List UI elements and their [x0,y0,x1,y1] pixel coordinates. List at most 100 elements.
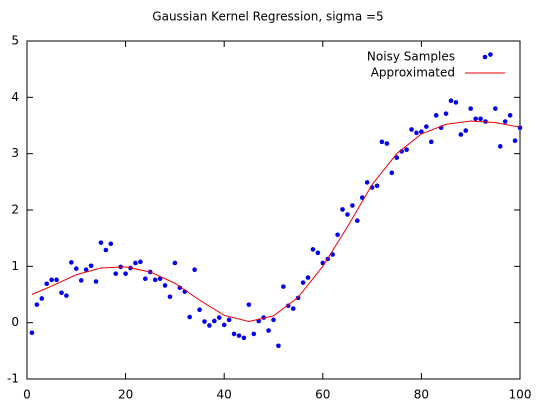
y-tick-label: 4 [11,90,19,104]
sample-point [340,207,345,212]
sample-point [507,113,513,118]
sample-point [473,116,478,122]
sample-point [187,314,192,320]
y-tick-label: 5 [11,34,19,48]
sample-point [241,335,247,341]
sample-point [197,307,202,313]
sample-point [409,127,414,132]
sample-point [266,328,271,333]
sample-point [394,155,400,160]
sample-point [123,271,128,276]
sample-point [285,303,291,309]
sample-point [305,275,311,280]
sample-point [192,267,197,273]
sample-point [350,203,355,208]
y-tick-label: -1 [7,372,19,386]
sample-point [83,267,89,273]
x-tick-label: 20 [118,388,133,402]
sample-point [414,130,419,136]
sample-point [355,218,360,224]
sample-point [103,247,109,253]
sample-point [74,266,79,271]
sample-point [54,277,59,283]
x-tick-label: 40 [217,388,232,402]
sample-point [251,331,257,337]
sample-point [98,240,104,245]
sample-point [69,260,74,265]
sample-point [143,276,148,282]
sample-point [458,132,464,137]
sample-point [424,124,429,129]
sample-point [39,296,45,301]
x-tick-label: 60 [315,388,330,402]
sample-point [497,144,503,149]
sample-point [276,343,281,349]
sample-point [49,277,54,283]
sample-point [374,183,380,189]
sample-point [428,139,434,145]
legend-label: Approximated [371,66,455,80]
sample-point [478,116,483,122]
sample-point [34,302,40,307]
legend-marker [482,54,488,60]
plot-border [26,40,521,380]
sample-point [246,302,252,307]
sample-point [64,293,69,298]
sample-point [384,141,390,146]
sample-point [236,333,242,338]
sample-point [113,271,119,276]
sample-point [419,129,424,134]
sample-point [488,52,493,57]
sample-point [167,294,173,300]
sample-point [207,323,212,328]
y-tick-label: 1 [11,259,19,273]
sample-point [310,247,316,252]
sample-point [315,250,321,256]
sample-point [379,139,385,145]
sample-point [448,98,454,104]
chart-title: Gaussian Kernel Regression, sigma =5 [152,10,383,24]
sample-point [177,285,183,291]
sample-point [281,284,286,289]
sample-point [335,232,340,238]
sample-point [78,278,84,283]
sample-point [226,317,232,323]
sample-point [300,280,306,285]
sample-point [216,315,222,320]
sample-point [443,111,449,116]
sample-point [493,106,498,111]
sample-point [108,241,114,247]
sample-point [463,128,469,133]
legend-label: Noisy Samples [367,50,455,64]
sample-point [290,306,296,311]
sample-point [433,113,439,118]
sample-point [172,260,178,266]
approx-line [31,120,521,323]
sample-point [345,212,350,217]
sample-point [512,138,518,144]
sample-point [330,252,335,257]
sample-point [138,259,143,265]
sample-point [212,318,217,324]
y-tick-label: 2 [11,203,19,217]
sample-point [157,276,163,282]
sample-point [389,170,395,176]
sample-point [88,263,94,269]
sample-point [517,125,523,131]
sample-point [202,319,207,324]
sample-point [162,283,168,288]
sample-point [29,330,35,336]
sample-point [59,290,64,296]
sample-point [468,106,474,111]
sample-point [93,279,99,284]
y-tick-label: 3 [11,146,19,160]
sample-point [133,260,138,266]
sample-point [271,317,276,323]
x-tick-label: 0 [23,388,31,402]
sample-point [453,100,459,105]
x-tick-label: 80 [414,388,429,402]
sample-point [152,277,158,283]
x-tick-label: 100 [509,388,532,402]
sample-point [364,180,370,185]
